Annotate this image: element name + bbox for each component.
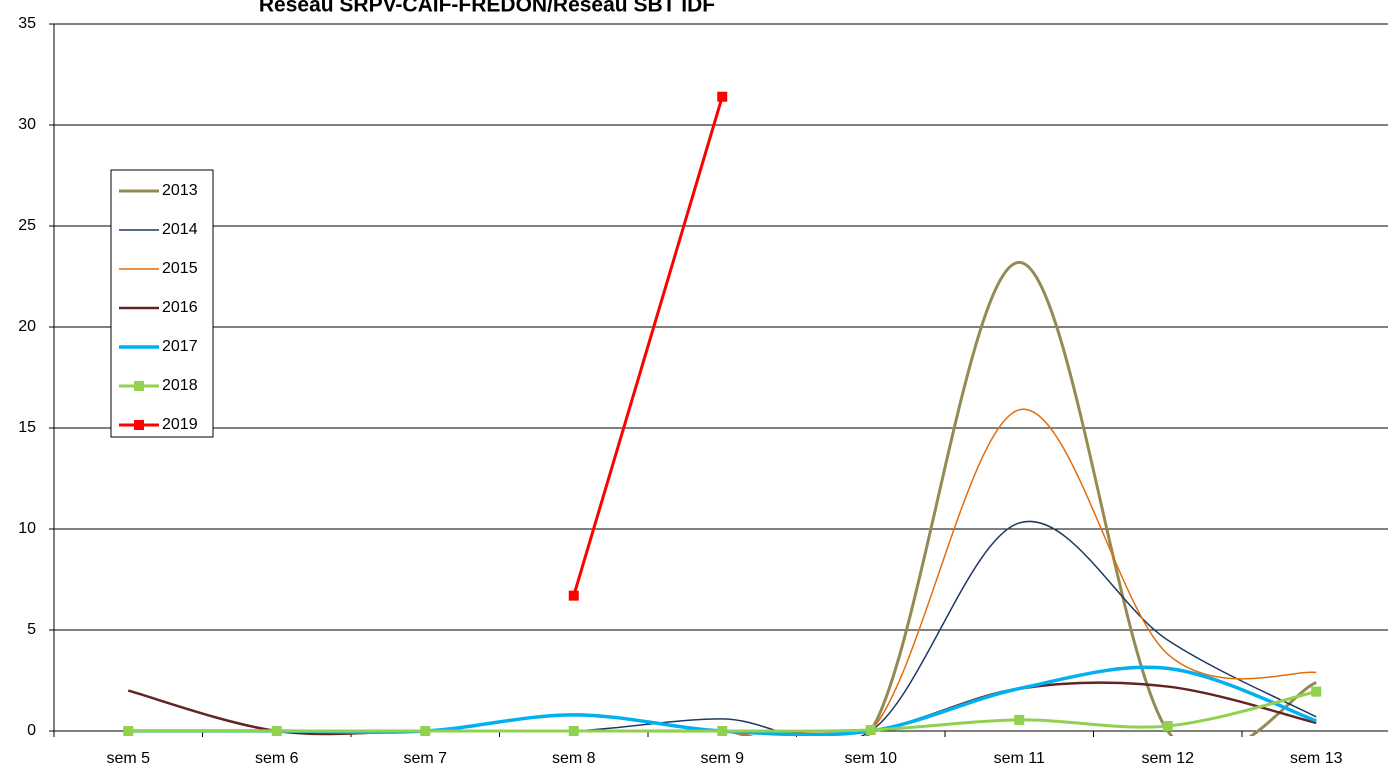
- legend-box: [110, 169, 214, 438]
- y-tick-label: 20: [18, 318, 36, 335]
- series-marker: [717, 726, 728, 736]
- legend-label: 2015: [162, 260, 198, 277]
- legend-label: 2016: [162, 299, 198, 316]
- legend-label: 2018: [162, 377, 198, 394]
- legend-marker: [134, 381, 144, 391]
- series-line: [128, 690, 1317, 733]
- legend-label: 2013: [162, 182, 198, 199]
- series-marker: [568, 590, 579, 601]
- x-tick-label: sem 9: [700, 750, 744, 767]
- legend-label: 2019: [162, 416, 198, 433]
- series-marker: [123, 726, 134, 736]
- x-tick-label: sem 6: [255, 750, 299, 767]
- legend-label: 2014: [162, 221, 198, 238]
- series-line: [572, 96, 724, 597]
- x-tick-label: sem 12: [1142, 750, 1195, 767]
- legend-label: 2017: [162, 338, 198, 355]
- series-line: [128, 665, 1317, 736]
- y-tick-label: 5: [27, 621, 36, 638]
- y-tick-label: 0: [27, 722, 36, 739]
- series-marker: [1311, 686, 1322, 697]
- series-marker: [1014, 714, 1025, 725]
- legend-marker: [134, 420, 144, 430]
- x-tick-label: sem 5: [106, 750, 150, 767]
- series-marker: [271, 726, 282, 736]
- series-marker: [717, 91, 728, 102]
- series-line: [128, 260, 1317, 736]
- y-tick-label: 10: [18, 520, 36, 537]
- chart-title: Réseau SRPV-CAIF-FREDON/Réseau SBT IDF: [259, 0, 715, 17]
- y-tick-label: 25: [18, 217, 36, 234]
- x-tick-label: sem 10: [845, 750, 898, 767]
- x-tick-label: sem 11: [994, 750, 1045, 767]
- series-marker: [1162, 720, 1173, 731]
- y-tick-label: 15: [18, 419, 36, 436]
- y-tick-label: 30: [18, 116, 36, 133]
- x-tick-label: sem 8: [552, 750, 596, 767]
- series-marker: [420, 726, 431, 736]
- x-tick-label: sem 13: [1290, 750, 1343, 767]
- series-marker: [568, 726, 579, 736]
- series-line: [128, 408, 1317, 736]
- x-tick-label: sem 7: [403, 750, 447, 767]
- y-tick-label: 35: [18, 15, 36, 32]
- series-marker: [865, 724, 876, 735]
- series-line: [128, 520, 1317, 736]
- plot-area: [127, 96, 1317, 736]
